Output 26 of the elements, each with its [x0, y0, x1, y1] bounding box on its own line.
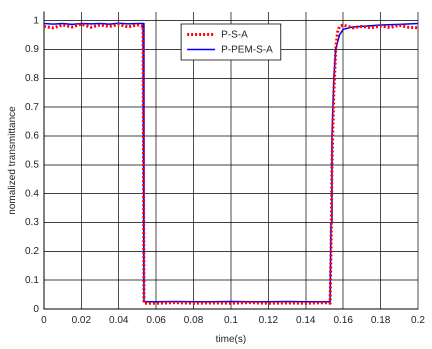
x-tick-label: 0.1 — [224, 314, 238, 326]
x-tick-label: 0.08 — [184, 314, 204, 326]
y-tick-label: 0.2 — [24, 246, 40, 258]
y-tick-label: 0.1 — [24, 274, 40, 286]
legend-label: P-S-A — [221, 29, 248, 40]
y-tick-label: 0.9 — [24, 44, 40, 56]
x-tick-label: 0.06 — [146, 314, 166, 326]
legend-label: P-PEM-S-A — [221, 44, 274, 56]
x-tick-label: 0.16 — [333, 314, 354, 326]
y-tick-label: 0 — [33, 304, 40, 315]
y-tick-label: 0.6 — [24, 130, 40, 142]
y-tick-label: 0.8 — [24, 73, 40, 84]
y-tick-label: 1 — [33, 15, 40, 26]
x-tick-label: 0.02 — [72, 314, 92, 326]
y-axis-title: nomalized transmittance — [6, 106, 18, 215]
x-tick-label: 0.04 — [108, 314, 129, 326]
y-tick-label: 0.7 — [24, 102, 40, 113]
y-tick-label: 0.4 — [24, 188, 40, 200]
x-tick-label: 0.2 — [411, 314, 426, 326]
y-tick-label: 0.5 — [24, 160, 40, 171]
x-tick-label: 0.14 — [296, 314, 316, 326]
x-tick-label: 0.18 — [370, 314, 391, 326]
x-tick-label: 0 — [41, 314, 48, 326]
x-axis-title: time(s) — [216, 334, 246, 345]
x-tick-label: 0.12 — [258, 314, 279, 326]
y-tick-label: 0.3 — [24, 217, 40, 228]
